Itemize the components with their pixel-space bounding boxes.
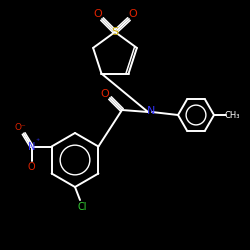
Text: Cl: Cl bbox=[77, 202, 87, 212]
Text: O: O bbox=[28, 162, 36, 172]
Text: S: S bbox=[112, 27, 118, 37]
Text: N: N bbox=[28, 142, 35, 152]
Text: ⁺: ⁺ bbox=[36, 137, 40, 146]
Text: CH₃: CH₃ bbox=[224, 110, 240, 120]
Text: N: N bbox=[147, 106, 155, 116]
Text: O: O bbox=[100, 89, 110, 99]
Text: O: O bbox=[94, 9, 102, 19]
Text: O⁻: O⁻ bbox=[15, 123, 26, 132]
Text: O: O bbox=[128, 9, 138, 19]
